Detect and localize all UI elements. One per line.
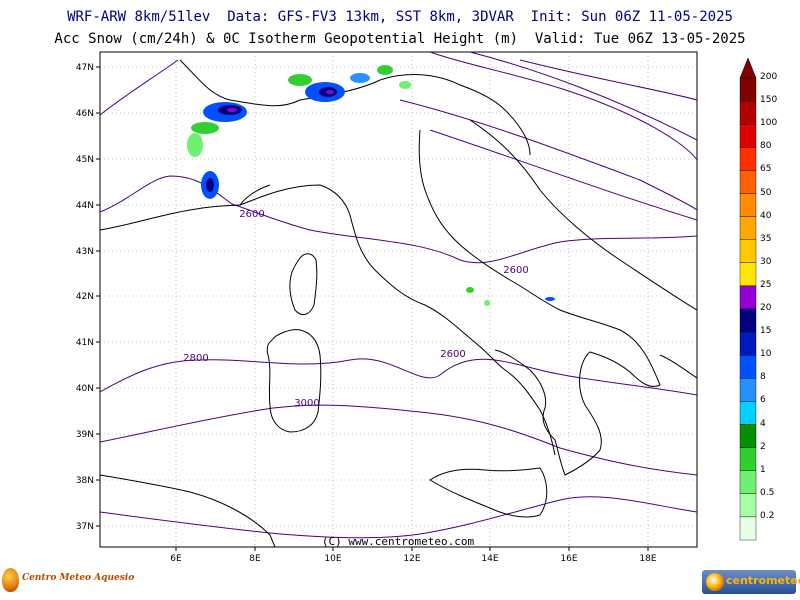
lat-label-45: 45N [76, 155, 94, 165]
colorbar-swatch [739, 516, 757, 541]
lon-label-18e: 18E [639, 554, 656, 564]
colorbar-level-label: 25 [760, 279, 772, 290]
lamp-logo-icon [2, 568, 19, 592]
colorbar-level-label: 150 [760, 95, 778, 106]
lon-label-14e: 14E [481, 554, 498, 564]
colorbar-swatch [739, 100, 757, 125]
colorbar-swatch [739, 170, 757, 194]
lat-label-37: 37N [76, 522, 94, 532]
colorbar-swatch [739, 239, 757, 263]
lon-label-6e: 6E [170, 554, 182, 564]
contour-label: 2600 [503, 265, 528, 276]
colorbar-swatch [739, 493, 757, 518]
colorbar-swatch [739, 285, 757, 310]
globe-logo-icon [706, 573, 724, 591]
colorbar-level-label: 50 [760, 187, 772, 198]
colorbar-swatch [739, 216, 757, 240]
logo-left-text: Centro Meteo Aquesio [22, 573, 135, 583]
map-frame [99, 51, 698, 548]
centrometeo-logo: centrometeo [702, 570, 800, 594]
lat-label-41: 41N [76, 338, 94, 348]
colorbar-level-label: 80 [760, 141, 772, 152]
contour-label: 2600 [440, 349, 465, 360]
colorbar-level-label: 2 [760, 441, 766, 452]
lon-label-16e: 16E [560, 554, 577, 564]
header-model-info: WRF-ARW 8km/51lev Data: GFS-FV3 13km, SS… [67, 9, 733, 25]
lat-label-39: 39N [76, 430, 94, 440]
lat-label-47: 47N [76, 63, 94, 73]
colorbar-swatch [739, 193, 757, 217]
colorbar [739, 57, 757, 541]
colorbar-level-label: 0.5 [760, 487, 775, 498]
colorbar-swatch [739, 355, 757, 379]
lat-label-38: 38N [76, 476, 94, 486]
lon-label-12e: 12E [403, 554, 420, 564]
tick-marks [96, 66, 649, 551]
colorbar-level-label: 200 [760, 72, 778, 82]
colorbar-level-label: 20 [760, 303, 772, 313]
colorbar-arrow [739, 57, 757, 79]
lon-label-10e: 10E [324, 554, 341, 564]
colorbar-swatch [739, 401, 757, 425]
colorbar-swatch [739, 147, 757, 171]
colorbar-swatch [739, 378, 757, 402]
colorbar-level-label: 100 [760, 118, 778, 129]
lat-label-42: 42N [76, 292, 94, 302]
coastlines [99, 59, 698, 548]
colorbar-level-label: 6 [760, 395, 766, 406]
lat-label-44: 44N [76, 201, 94, 211]
colorbar-level-label: 40 [760, 210, 772, 221]
lat-label-40: 40N [76, 384, 94, 394]
colorbar-level-label: 1 [760, 464, 766, 475]
lat-label-43: 43N [76, 247, 94, 257]
contour-label: 2600 [239, 209, 264, 220]
colorbar-swatch [739, 123, 757, 148]
colorbar-level-label: 8 [760, 372, 766, 383]
colorbar-swatch [739, 447, 757, 471]
colorbar-swatch [739, 77, 757, 102]
isotherm-contours [99, 51, 698, 539]
logo-right-text: centrometeo [726, 574, 800, 587]
contour-label: 3000 [294, 398, 319, 409]
colorbar-level-label: 4 [760, 418, 766, 429]
colorbar-level-label: 35 [760, 233, 772, 244]
colorbar-level-label: 65 [760, 164, 772, 175]
snow-accumulation [187, 65, 555, 306]
lon-label-8e: 8E [249, 554, 261, 564]
header-field-info: Acc Snow (cm/24h) & 0C Isotherm Geopoten… [54, 31, 746, 47]
colorbar-swatch [739, 424, 757, 448]
centro-meteo-aquesio-logo: Centro Meteo Aquesio [2, 568, 152, 596]
colorbar-swatch [739, 331, 757, 356]
colorbar-swatch [739, 470, 757, 495]
graticule [100, 52, 697, 547]
copyright-text: (C) www.centrometeo.com [322, 535, 475, 548]
colorbar-level-label: 0.2 [760, 510, 775, 521]
colorbar-level-label: 30 [760, 256, 772, 267]
colorbar-swatch [739, 262, 757, 287]
colorbar-level-label: 15 [760, 326, 772, 337]
lat-label-46: 46N [76, 109, 94, 119]
contour-label: 2800 [183, 353, 208, 364]
colorbar-swatch [739, 308, 757, 333]
colorbar-level-label: 10 [760, 349, 772, 360]
